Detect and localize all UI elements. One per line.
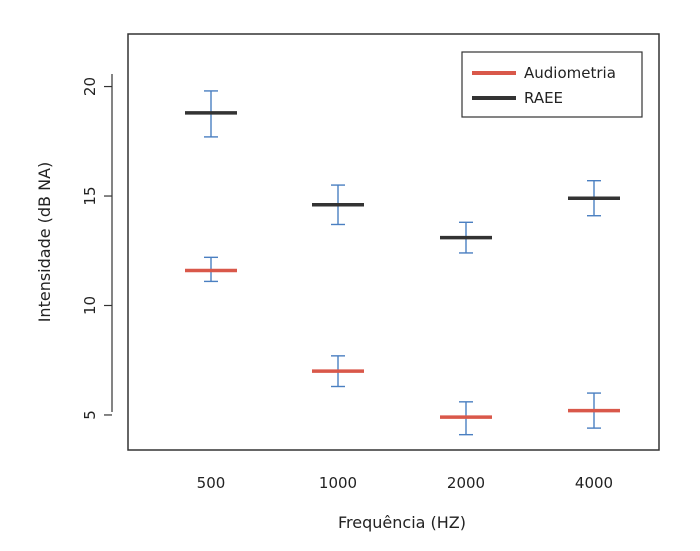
x-axis-title: Frequência (HZ) bbox=[338, 513, 466, 532]
legend-label-audiometria: Audiometria bbox=[524, 64, 616, 82]
x-tick-label: 1000 bbox=[319, 474, 357, 492]
legend-label-raee: RAEE bbox=[524, 89, 563, 107]
x-axis: 500 1000 2000 4000 Frequência (HZ) bbox=[197, 474, 613, 532]
y-tick-label: 10 bbox=[81, 296, 99, 315]
data-marks bbox=[185, 90, 620, 436]
y-axis-title: Intensidade (dB NA) bbox=[35, 162, 54, 323]
plot-area bbox=[127, 33, 660, 451]
legend: Audiometria RAEE bbox=[461, 51, 643, 118]
y-tick-label: 5 bbox=[81, 410, 99, 420]
x-tick-label: 500 bbox=[197, 474, 226, 492]
y-axis: 5 10 15 20 Intensidade (dB NA) bbox=[35, 74, 113, 420]
x-tick-label: 4000 bbox=[575, 474, 613, 492]
x-tick-label: 2000 bbox=[447, 474, 485, 492]
legend-box bbox=[461, 51, 643, 118]
y-tick-label: 15 bbox=[81, 186, 99, 205]
y-tick-label: 20 bbox=[81, 77, 99, 96]
